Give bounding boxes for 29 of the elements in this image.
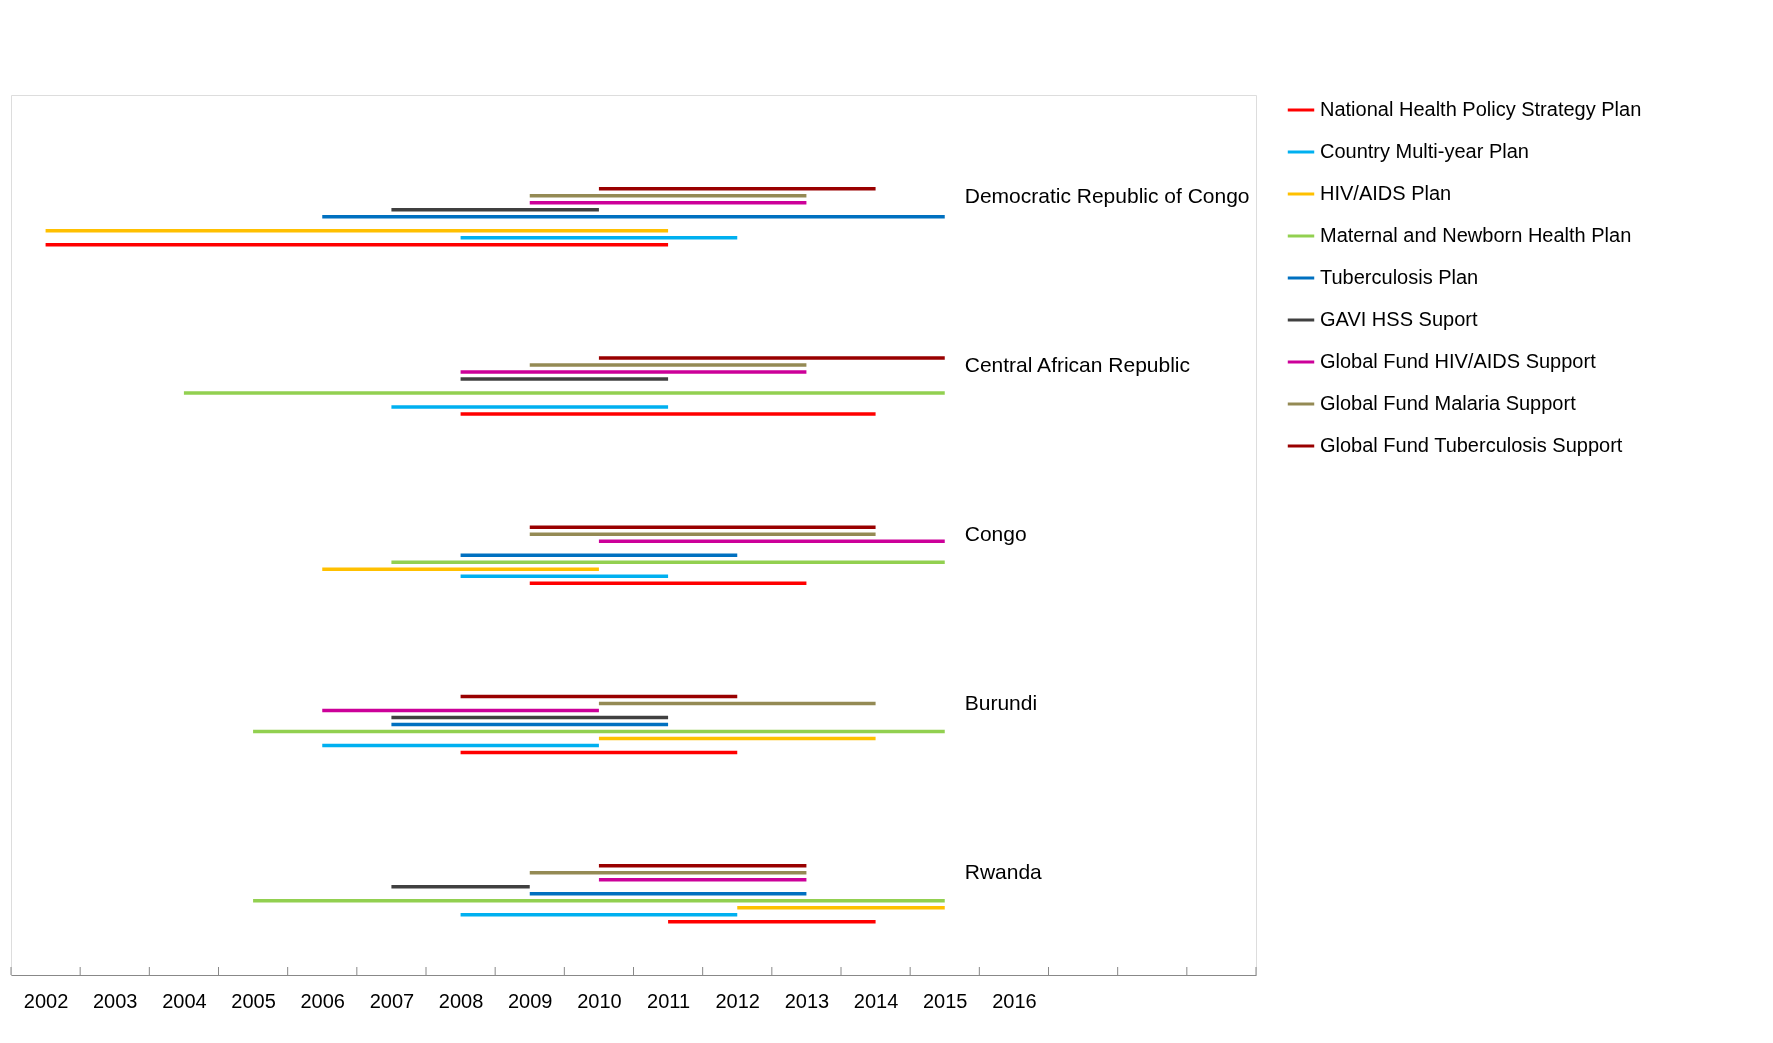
- legend-label: GAVI HSS Suport: [1320, 308, 1478, 330]
- legend-label: Global Fund HIV/AIDS Support: [1320, 350, 1597, 372]
- y-tick-label: Rwanda: [964, 860, 1043, 884]
- x-tick-label: 2015: [923, 989, 968, 1012]
- legend-label: Tuberculosis Plan: [1320, 266, 1479, 288]
- x-tick-label: 2005: [231, 989, 276, 1012]
- x-tick-label: 2007: [369, 989, 415, 1012]
- legend-label: Maternal and Newborn Health Plan: [1320, 224, 1632, 246]
- x-tick-label: 2010: [577, 989, 622, 1012]
- legend-label: Global Fund Tuberculosis Support: [1320, 434, 1623, 456]
- y-tick-label: Democratic Republic of Congo: [964, 183, 1250, 207]
- x-tick-label: 2009: [508, 989, 553, 1012]
- legend-label: Global Fund Malaria Support: [1320, 392, 1577, 414]
- x-tick-label: 2016: [992, 989, 1037, 1012]
- y-tick-label: Burundi: [964, 691, 1038, 715]
- x-tick-label: 2006: [300, 989, 345, 1012]
- x-tick-label: 2002: [23, 989, 69, 1012]
- x-tick-label: 2004: [162, 989, 207, 1012]
- legend-label: National Health Policy Strategy Plan: [1320, 98, 1642, 120]
- y-tick-label: Congo: [964, 522, 1027, 545]
- legend-label: Country Multi-year Plan: [1320, 140, 1529, 162]
- legend-label: HIV/AIDS Plan: [1320, 182, 1452, 204]
- x-tick-label: 2003: [93, 989, 138, 1012]
- x-tick-label: 2013: [784, 989, 830, 1012]
- x-tick-label: 2014: [853, 989, 899, 1012]
- x-tick-label: 2008: [438, 989, 484, 1012]
- x-tick-label: 2012: [715, 989, 760, 1012]
- x-tick-label: 2011: [647, 989, 691, 1012]
- y-tick-label: Central African Republic: [964, 352, 1191, 376]
